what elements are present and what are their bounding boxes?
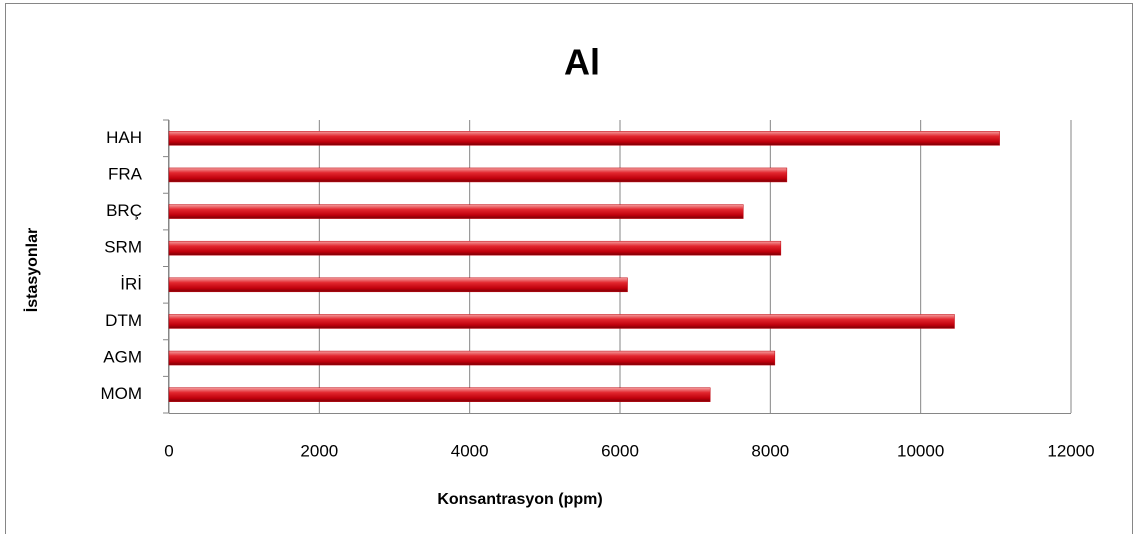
bar — [168, 314, 955, 329]
y-tick-label: DTM — [105, 311, 142, 330]
x-tick-label: 4000 — [451, 441, 489, 460]
bar — [168, 240, 782, 256]
y-tick-label: BRÇ — [106, 201, 142, 220]
y-tick-label: İRİ — [120, 274, 142, 293]
bar — [168, 204, 744, 219]
x-tick-label: 10000 — [897, 441, 944, 460]
chart-frame — [5, 3, 1133, 534]
y-tick-label: AGM — [103, 348, 142, 367]
bar — [168, 131, 1000, 146]
y-tick-label: FRA — [108, 164, 143, 183]
bar — [168, 350, 776, 366]
y-axis-label: İstasyonlar — [23, 228, 41, 312]
bar — [168, 167, 788, 183]
x-tick-label: 12000 — [1047, 441, 1094, 460]
x-tick-label: 2000 — [300, 441, 338, 460]
y-tick-label: SRM — [104, 238, 142, 257]
y-tick-label: HAH — [106, 128, 142, 147]
x-tick-label: 0 — [164, 441, 173, 460]
bar — [168, 277, 628, 293]
chart-title: Al — [564, 42, 600, 83]
y-tick-label: MOM — [100, 384, 142, 403]
x-axis-label: Konsantrasyon (ppm) — [437, 491, 602, 508]
x-tick-label: 8000 — [751, 441, 789, 460]
x-tick-label: 6000 — [601, 441, 639, 460]
bar — [168, 387, 711, 402]
